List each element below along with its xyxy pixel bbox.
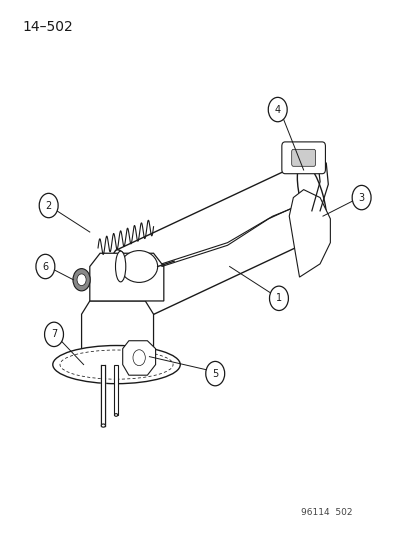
Circle shape [36, 254, 55, 279]
Ellipse shape [297, 163, 326, 236]
Circle shape [45, 322, 63, 346]
Text: 96114  502: 96114 502 [300, 508, 351, 518]
Text: 1: 1 [275, 293, 281, 303]
Circle shape [268, 98, 287, 122]
Ellipse shape [77, 274, 86, 286]
Circle shape [39, 193, 58, 217]
Polygon shape [289, 190, 330, 277]
Polygon shape [116, 163, 321, 322]
Ellipse shape [101, 424, 105, 427]
Polygon shape [122, 341, 155, 375]
Text: 6: 6 [42, 262, 48, 271]
FancyBboxPatch shape [291, 149, 315, 166]
FancyBboxPatch shape [281, 142, 325, 174]
Circle shape [269, 286, 288, 311]
Polygon shape [81, 301, 153, 365]
Ellipse shape [114, 414, 117, 416]
Ellipse shape [112, 250, 140, 322]
Ellipse shape [115, 251, 126, 282]
Polygon shape [114, 365, 117, 415]
Ellipse shape [120, 251, 157, 282]
Text: 4: 4 [274, 104, 280, 115]
Ellipse shape [73, 269, 90, 291]
Text: 3: 3 [358, 192, 364, 203]
Ellipse shape [53, 345, 180, 384]
Text: 14–502: 14–502 [22, 20, 73, 34]
Text: 7: 7 [51, 329, 57, 340]
Circle shape [205, 361, 224, 386]
Polygon shape [90, 253, 164, 301]
Text: 5: 5 [211, 369, 218, 378]
Text: 2: 2 [45, 200, 52, 211]
Polygon shape [101, 365, 105, 425]
Circle shape [351, 185, 370, 210]
